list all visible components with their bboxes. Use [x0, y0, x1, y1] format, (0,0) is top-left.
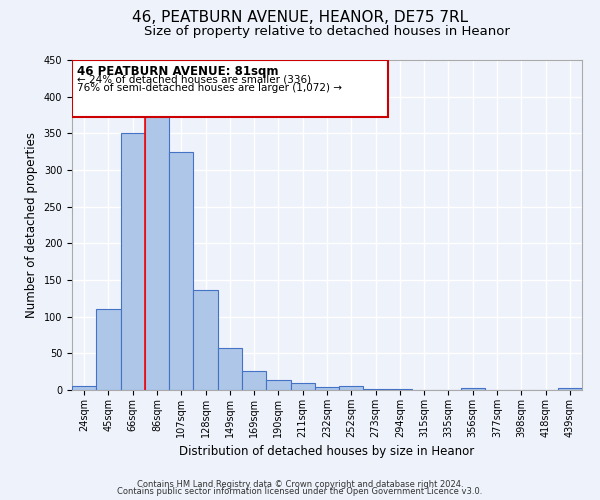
X-axis label: Distribution of detached houses by size in Heanor: Distribution of detached houses by size … [179, 446, 475, 458]
Text: 76% of semi-detached houses are larger (1,072) →: 76% of semi-detached houses are larger (… [77, 84, 342, 94]
Bar [72, 386, 96, 390]
Y-axis label: Number of detached properties: Number of detached properties [25, 132, 38, 318]
Bar [461, 388, 485, 390]
Bar [218, 348, 242, 390]
Bar [364, 388, 388, 390]
Bar [558, 388, 582, 390]
Bar [121, 134, 145, 390]
Bar [169, 152, 193, 390]
Bar [266, 380, 290, 390]
Bar [193, 290, 218, 390]
Bar [339, 386, 364, 390]
Text: Contains public sector information licensed under the Open Government Licence v3: Contains public sector information licen… [118, 487, 482, 496]
Text: 46, PEATBURN AVENUE, HEANOR, DE75 7RL: 46, PEATBURN AVENUE, HEANOR, DE75 7RL [132, 10, 468, 25]
Bar [96, 308, 121, 390]
Text: ← 24% of detached houses are smaller (336): ← 24% of detached houses are smaller (33… [77, 74, 311, 85]
Bar [290, 384, 315, 390]
Bar [388, 388, 412, 390]
Title: Size of property relative to detached houses in Heanor: Size of property relative to detached ho… [144, 25, 510, 38]
Bar [242, 371, 266, 390]
Text: Contains HM Land Registry data © Crown copyright and database right 2024.: Contains HM Land Registry data © Crown c… [137, 480, 463, 489]
Bar [315, 387, 339, 390]
FancyBboxPatch shape [72, 60, 388, 117]
Text: 46 PEATBURN AVENUE: 81sqm: 46 PEATBURN AVENUE: 81sqm [77, 65, 278, 78]
Bar [145, 115, 169, 390]
